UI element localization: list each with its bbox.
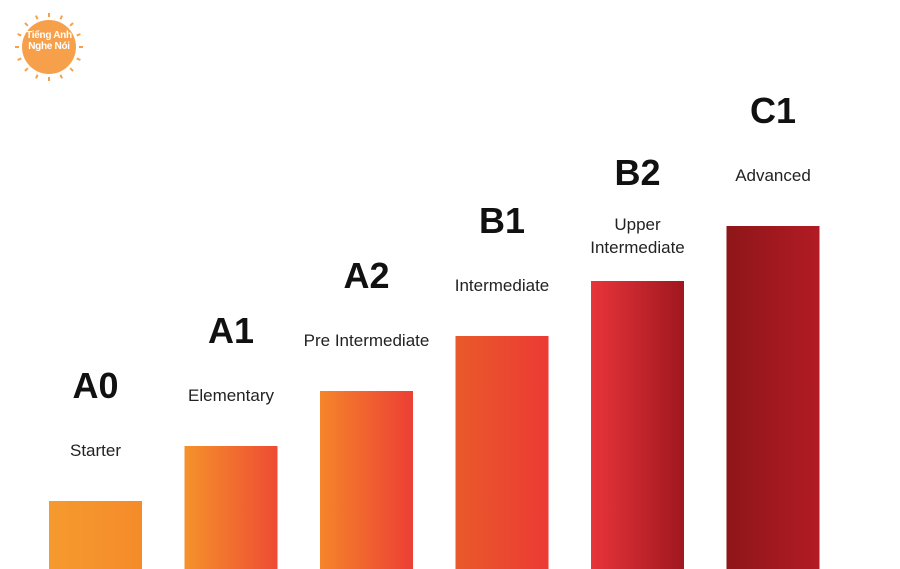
level-description-c1: Advanced	[735, 166, 811, 185]
level-description-b2-line1: Upper	[614, 215, 661, 234]
level-code-b2: B2	[614, 152, 660, 193]
bar-a1	[184, 446, 278, 569]
level-description-b2-line2: Intermediate	[590, 238, 685, 257]
level-code-b1: B1	[479, 200, 525, 241]
logo-line1: Tiếng Anh	[26, 30, 72, 41]
bar-b2	[591, 281, 684, 569]
level-code-a1: A1	[208, 310, 254, 351]
bar-b1	[455, 336, 549, 569]
logo-line2: Nghe Nói	[28, 41, 70, 52]
level-description-a0: Starter	[70, 441, 121, 460]
logo-badge-icon	[15, 13, 83, 81]
bar-a2	[320, 391, 413, 569]
level-code-a0: A0	[72, 365, 118, 406]
level-code-c1: C1	[750, 90, 796, 131]
logo-text: Tiếng Anh Nghe Nói	[14, 30, 84, 52]
level-code-a2: A2	[343, 255, 389, 296]
level-description-a1: Elementary	[188, 386, 274, 405]
bar-c1	[726, 226, 820, 569]
level-description-b1: Intermediate	[455, 276, 550, 295]
level-description-a2: Pre Intermediate	[304, 331, 430, 350]
bar-a0	[49, 501, 142, 569]
